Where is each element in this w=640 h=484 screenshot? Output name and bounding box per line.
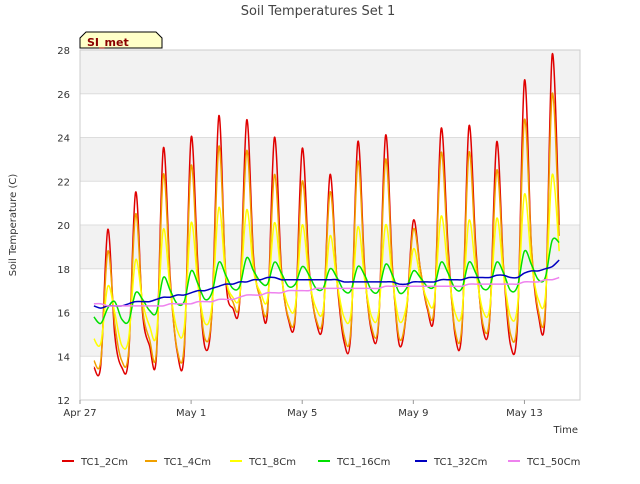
chart-title: Soil Temperatures Set 1 <box>241 4 396 19</box>
y-tick-label: 26 <box>57 90 70 101</box>
y-tick-label: 22 <box>57 177 70 188</box>
legend-label-tc1-32cm: TC1_32Cm <box>433 457 487 468</box>
grid-band <box>80 225 580 269</box>
legend-label-tc1-2cm: TC1_2Cm <box>80 457 128 468</box>
y-tick-label: 14 <box>57 352 70 363</box>
legend-label-tc1-4cm: TC1_4Cm <box>163 457 211 468</box>
series-line-tc1-16cm <box>93 237 560 325</box>
y-tick-label: 28 <box>57 46 70 57</box>
y-tick-label: 24 <box>57 134 70 145</box>
x-tick-label: May 5 <box>287 408 317 419</box>
series-line-tc1-32cm <box>93 259 560 309</box>
x-axis-label: Time <box>553 425 578 436</box>
legend-label-tc1-8cm: TC1_8Cm <box>248 457 296 468</box>
y-tick-label: 18 <box>57 265 70 276</box>
series-line-tc1-50cm <box>93 276 560 307</box>
station-badge-shape <box>79 31 163 49</box>
legend: TC1_2Cm TC1_4Cm TC1_8Cm TC1_16Cm TC1_32Cm TC1… <box>62 457 580 468</box>
grid-band <box>80 312 580 357</box>
y-tick-label: 20 <box>57 221 70 232</box>
y-tick-label: 16 <box>57 309 70 320</box>
grid-band <box>80 50 580 94</box>
legend-label-tc1-16cm: TC1_16Cm <box>336 457 390 468</box>
x-tick-label: May 13 <box>506 408 543 419</box>
series-line-tc1-8cm <box>93 173 560 350</box>
station-badge-label: SI_met <box>87 36 129 49</box>
legend-label-tc1-50cm: TC1_50Cm <box>526 457 580 468</box>
x-tick-label: May 9 <box>398 408 428 419</box>
y-tick-label: 12 <box>57 396 70 407</box>
plot-area <box>79 49 581 401</box>
x-tick-label: May 1 <box>176 408 206 419</box>
y-axis-label: Soil Temperature (C) <box>8 174 19 277</box>
x-tick-label: Apr 27 <box>63 408 96 419</box>
station-badge: SI_met <box>79 31 163 49</box>
